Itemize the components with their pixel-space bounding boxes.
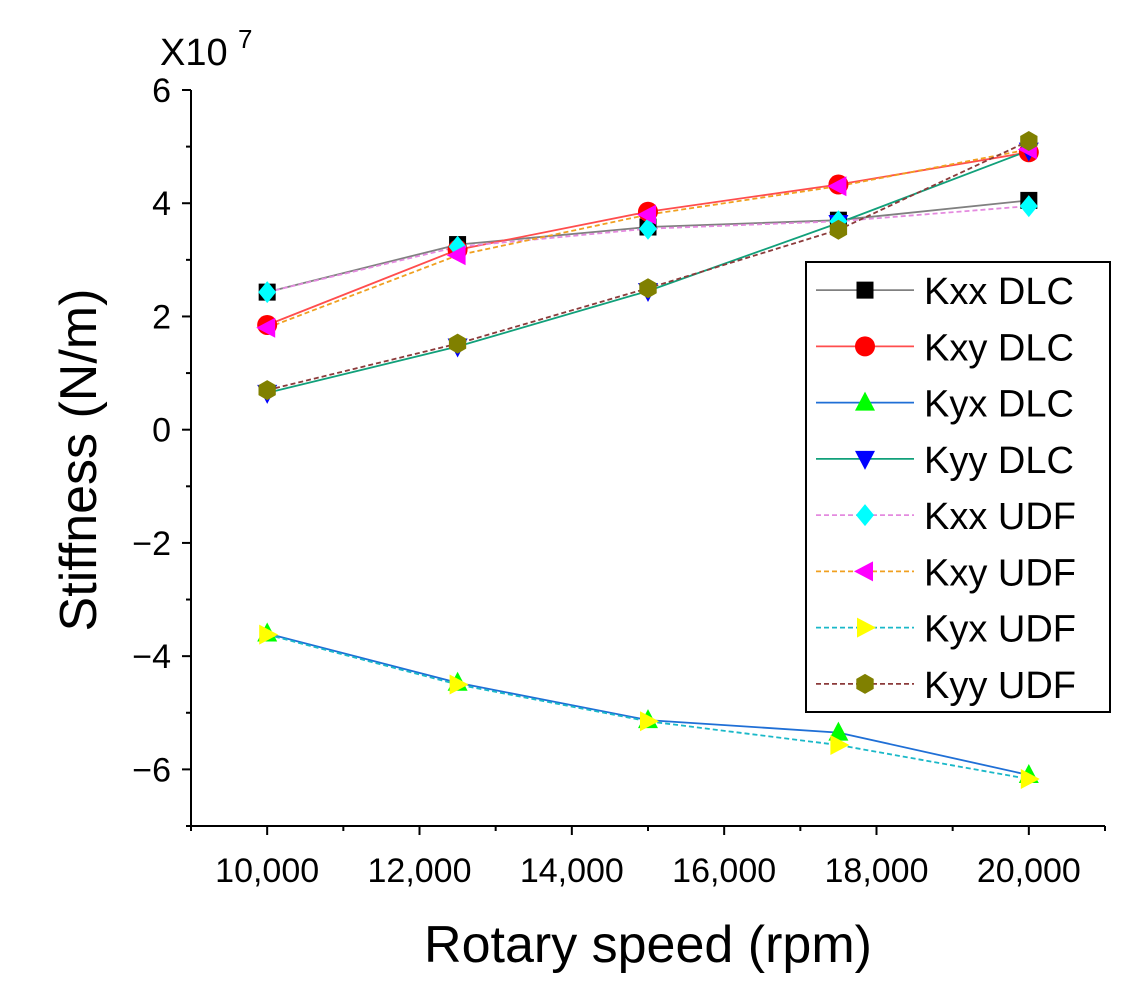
y-tick-label: 2	[152, 298, 171, 336]
y-tick-label: −2	[132, 525, 171, 563]
data-point-kxy-udf	[637, 204, 656, 225]
y-axis-label: Stiffness (N/m)	[50, 289, 108, 632]
x-tick-label: 16,000	[672, 852, 776, 890]
data-point-kyx-udf	[640, 711, 659, 732]
legend-label-kyy-dlc: Kyy DLC	[924, 440, 1074, 482]
legend-label-kxx-dlc: Kxx DLC	[924, 271, 1074, 313]
data-point-kyx-udf	[449, 674, 469, 695]
data-point-kyx-udf	[1020, 769, 1040, 789]
legend-marker-kxx-dlc	[856, 281, 874, 299]
legend-label-kxy-udf: Kxy UDF	[924, 552, 1076, 594]
legend-marker-kxy-dlc	[855, 336, 875, 357]
legend-marker-kxx-udf	[856, 504, 874, 527]
legend-label-kyx-dlc: Kyx DLC	[924, 384, 1074, 426]
data-point-kyy-udf	[258, 380, 276, 401]
data-point-kyy-udf	[1020, 131, 1038, 151]
x-tick-label: 14,000	[520, 852, 624, 890]
y-tick-label: 6	[152, 72, 171, 110]
data-point-kyy-udf	[639, 278, 657, 299]
legend-marker-kyy-udf	[856, 673, 874, 694]
legend-marker-kyx-dlc	[855, 391, 875, 411]
data-point-kyy-udf	[448, 333, 467, 354]
data-point-kxx-udf	[639, 217, 657, 240]
legend-marker-kyx-udf	[857, 617, 876, 638]
legend-label-kxx-udf: Kxx UDF	[924, 496, 1076, 538]
axes: −6 −4 −2 0 2 4 6 10,000 12,000 14,000 16,000 18,000…	[132, 72, 1106, 890]
y-multiplier-label: X10	[160, 32, 228, 74]
data-point-kyx-udf	[830, 735, 850, 755]
data-point-kyx-dlc	[828, 721, 849, 741]
data-point-kxy-udf	[446, 245, 466, 266]
legend-label-kyy-udf: Kyy UDF	[924, 665, 1076, 707]
data-point-kxx-udf	[258, 281, 277, 304]
legend-label-kxy-dlc: Kxy DLC	[924, 327, 1074, 369]
data-point-kyx-udf	[259, 624, 279, 645]
x-axis-label: Rotary speed (rpm)	[424, 916, 872, 974]
legend-box	[805, 261, 1111, 713]
series-markers	[256, 131, 1040, 789]
legend: Kxx DLC Kxy DLC Kyx DLC Kyy DLC Kxx UDF Kxy U…	[805, 261, 1111, 713]
x-tick-label: 20,000	[977, 852, 1081, 890]
legend-marker-kxy-udf	[854, 561, 873, 582]
data-point-kyy-udf	[829, 219, 848, 240]
y-tick-label: 0	[152, 412, 171, 450]
x-tick-label: 12,000	[368, 852, 472, 890]
series-line-kyx-udf	[266, 633, 1029, 780]
x-tick-label: 10,000	[215, 852, 319, 890]
data-point-kxy-udf	[256, 317, 276, 338]
y-tick-label: −4	[132, 638, 171, 676]
legend-marker-kyy-dlc	[855, 450, 875, 470]
y-tick-label: −6	[132, 751, 171, 789]
data-point-kxy-udf	[827, 176, 847, 197]
data-point-kxx-udf	[1019, 195, 1038, 218]
x-tick-label: 18,000	[825, 852, 929, 890]
legend-label-kyx-udf: Kyx UDF	[924, 609, 1076, 651]
y-tick-label: 4	[152, 185, 171, 223]
y-multiplier-exponent: 7	[238, 24, 252, 54]
